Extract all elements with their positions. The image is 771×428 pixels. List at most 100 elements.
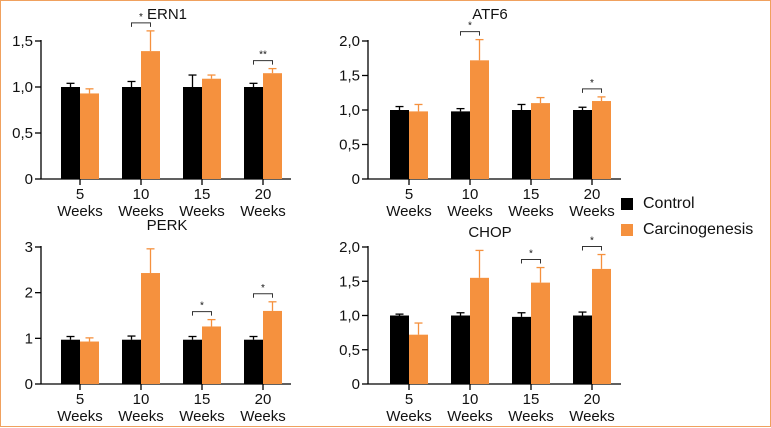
- control-bar: [512, 110, 531, 179]
- significance-bracket: [192, 311, 212, 316]
- control-bar: [183, 87, 202, 179]
- x-tick-label: 5: [405, 391, 413, 408]
- significance-label: *: [468, 21, 472, 32]
- carcinogenesis-bar: [141, 51, 160, 180]
- y-tick-label: 1,5: [339, 273, 360, 290]
- significance-label: *: [590, 78, 594, 89]
- x-tick-label: Weeks: [447, 203, 493, 220]
- x-tick-label: 10: [462, 391, 479, 408]
- x-tick-label: Weeks: [569, 408, 615, 425]
- control-bar: [122, 87, 141, 179]
- x-tick-label: Weeks: [508, 408, 554, 425]
- x-tick-label: 20: [584, 391, 601, 408]
- significance-bracket: [131, 22, 151, 27]
- x-tick-label: Weeks: [179, 408, 225, 425]
- chart-title: ERN1: [147, 6, 187, 23]
- chart-panel-atf6: ATF600,51,01,52,05Weeks10Weeks15Weeks20W…: [339, 6, 621, 220]
- y-tick-label: 0: [25, 171, 33, 188]
- y-tick-label: 2,0: [339, 239, 360, 256]
- significance-bracket: [582, 246, 602, 251]
- x-tick-label: 10: [133, 186, 150, 203]
- significance-label: *: [529, 249, 533, 260]
- significance-bracket: [460, 31, 480, 36]
- control-bar: [61, 339, 80, 384]
- carcinogenesis-bar: [409, 111, 428, 179]
- y-tick-label: 1,0: [12, 79, 33, 96]
- x-tick-label: 15: [194, 186, 211, 203]
- chart-title: PERK: [147, 217, 188, 234]
- carcinogenesis-bar: [531, 282, 550, 384]
- x-tick-label: 20: [255, 391, 272, 408]
- y-tick-label: 1,0: [339, 102, 360, 119]
- carcinogenesis-bar: [263, 310, 282, 384]
- significance-label: *: [139, 12, 143, 23]
- x-tick-label: 5: [76, 186, 84, 203]
- significance-label: *: [200, 301, 204, 312]
- x-tick-label: Weeks: [118, 203, 164, 220]
- control-bar: [183, 339, 202, 384]
- carcinogenesis-bar: [470, 60, 489, 179]
- carcinogenesis-bar: [592, 101, 611, 179]
- carcinogenesis-bar: [470, 277, 489, 384]
- y-tick-label: 2,0: [339, 33, 360, 50]
- y-tick-label: 0,5: [12, 125, 33, 142]
- control-legend-label: Control: [643, 195, 695, 212]
- control-bar: [451, 315, 470, 384]
- chart-title: CHOP: [468, 224, 511, 241]
- x-tick-label: Weeks: [240, 203, 286, 220]
- x-tick-label: 15: [523, 391, 540, 408]
- y-tick-label: 0,5: [339, 342, 360, 359]
- chart-panel-chop: CHOP00,51,01,52,05Weeks10Weeks15Weeks20W…: [339, 224, 621, 425]
- carcinogenesis-bar: [80, 341, 99, 384]
- significance-bracket: [521, 259, 541, 264]
- control-bar: [573, 315, 592, 384]
- significance-bracket: [253, 60, 273, 65]
- control-bar: [451, 111, 470, 179]
- y-tick-label: 2: [25, 285, 33, 302]
- y-tick-label: 0: [352, 376, 360, 393]
- carcinogenesis-bar: [263, 73, 282, 179]
- control-bar: [244, 339, 263, 384]
- x-tick-label: Weeks: [508, 203, 554, 220]
- control-bar: [61, 87, 80, 179]
- control-bar: [390, 110, 409, 179]
- legend: Control Carcinogenesis: [621, 191, 753, 243]
- y-tick-label: 0,5: [339, 137, 360, 154]
- control-bar: [122, 339, 141, 384]
- x-tick-label: 5: [405, 186, 413, 203]
- x-tick-label: Weeks: [57, 203, 103, 220]
- significance-label: *: [261, 283, 265, 294]
- control-bar: [512, 316, 531, 384]
- y-tick-label: 3: [25, 239, 33, 256]
- carcinogenesis-bar: [592, 268, 611, 384]
- carcinogenesis-bar: [409, 334, 428, 384]
- y-tick-label: 1,5: [339, 68, 360, 85]
- carcinogenesis-bar: [202, 326, 221, 384]
- significance-label: *: [590, 236, 594, 247]
- y-tick-label: 1: [25, 330, 33, 347]
- significance-label: **: [259, 50, 267, 61]
- x-tick-label: Weeks: [386, 408, 432, 425]
- x-tick-label: 10: [133, 391, 150, 408]
- carcinogenesis-bar: [80, 93, 99, 179]
- x-tick-label: 15: [194, 391, 211, 408]
- significance-bracket: [582, 88, 602, 93]
- x-tick-label: Weeks: [447, 408, 493, 425]
- carcinogenesis-bar: [202, 78, 221, 179]
- control-bar: [573, 110, 592, 179]
- carcinogenesis-legend-label: Carcinogenesis: [643, 221, 754, 238]
- legend-item-control: Control: [621, 191, 753, 217]
- carcinogenesis-bar: [531, 103, 550, 179]
- x-tick-label: Weeks: [57, 408, 103, 425]
- chart-title: ATF6: [472, 6, 508, 23]
- x-tick-label: 5: [76, 391, 84, 408]
- x-tick-label: Weeks: [179, 203, 225, 220]
- significance-bracket: [253, 293, 273, 298]
- x-tick-label: Weeks: [569, 203, 615, 220]
- x-tick-label: Weeks: [386, 203, 432, 220]
- chart-panel-ern1: ERN100,51,01,55Weeks10Weeks15Weeks20Week…: [12, 6, 291, 220]
- y-tick-label: 1,5: [12, 33, 33, 50]
